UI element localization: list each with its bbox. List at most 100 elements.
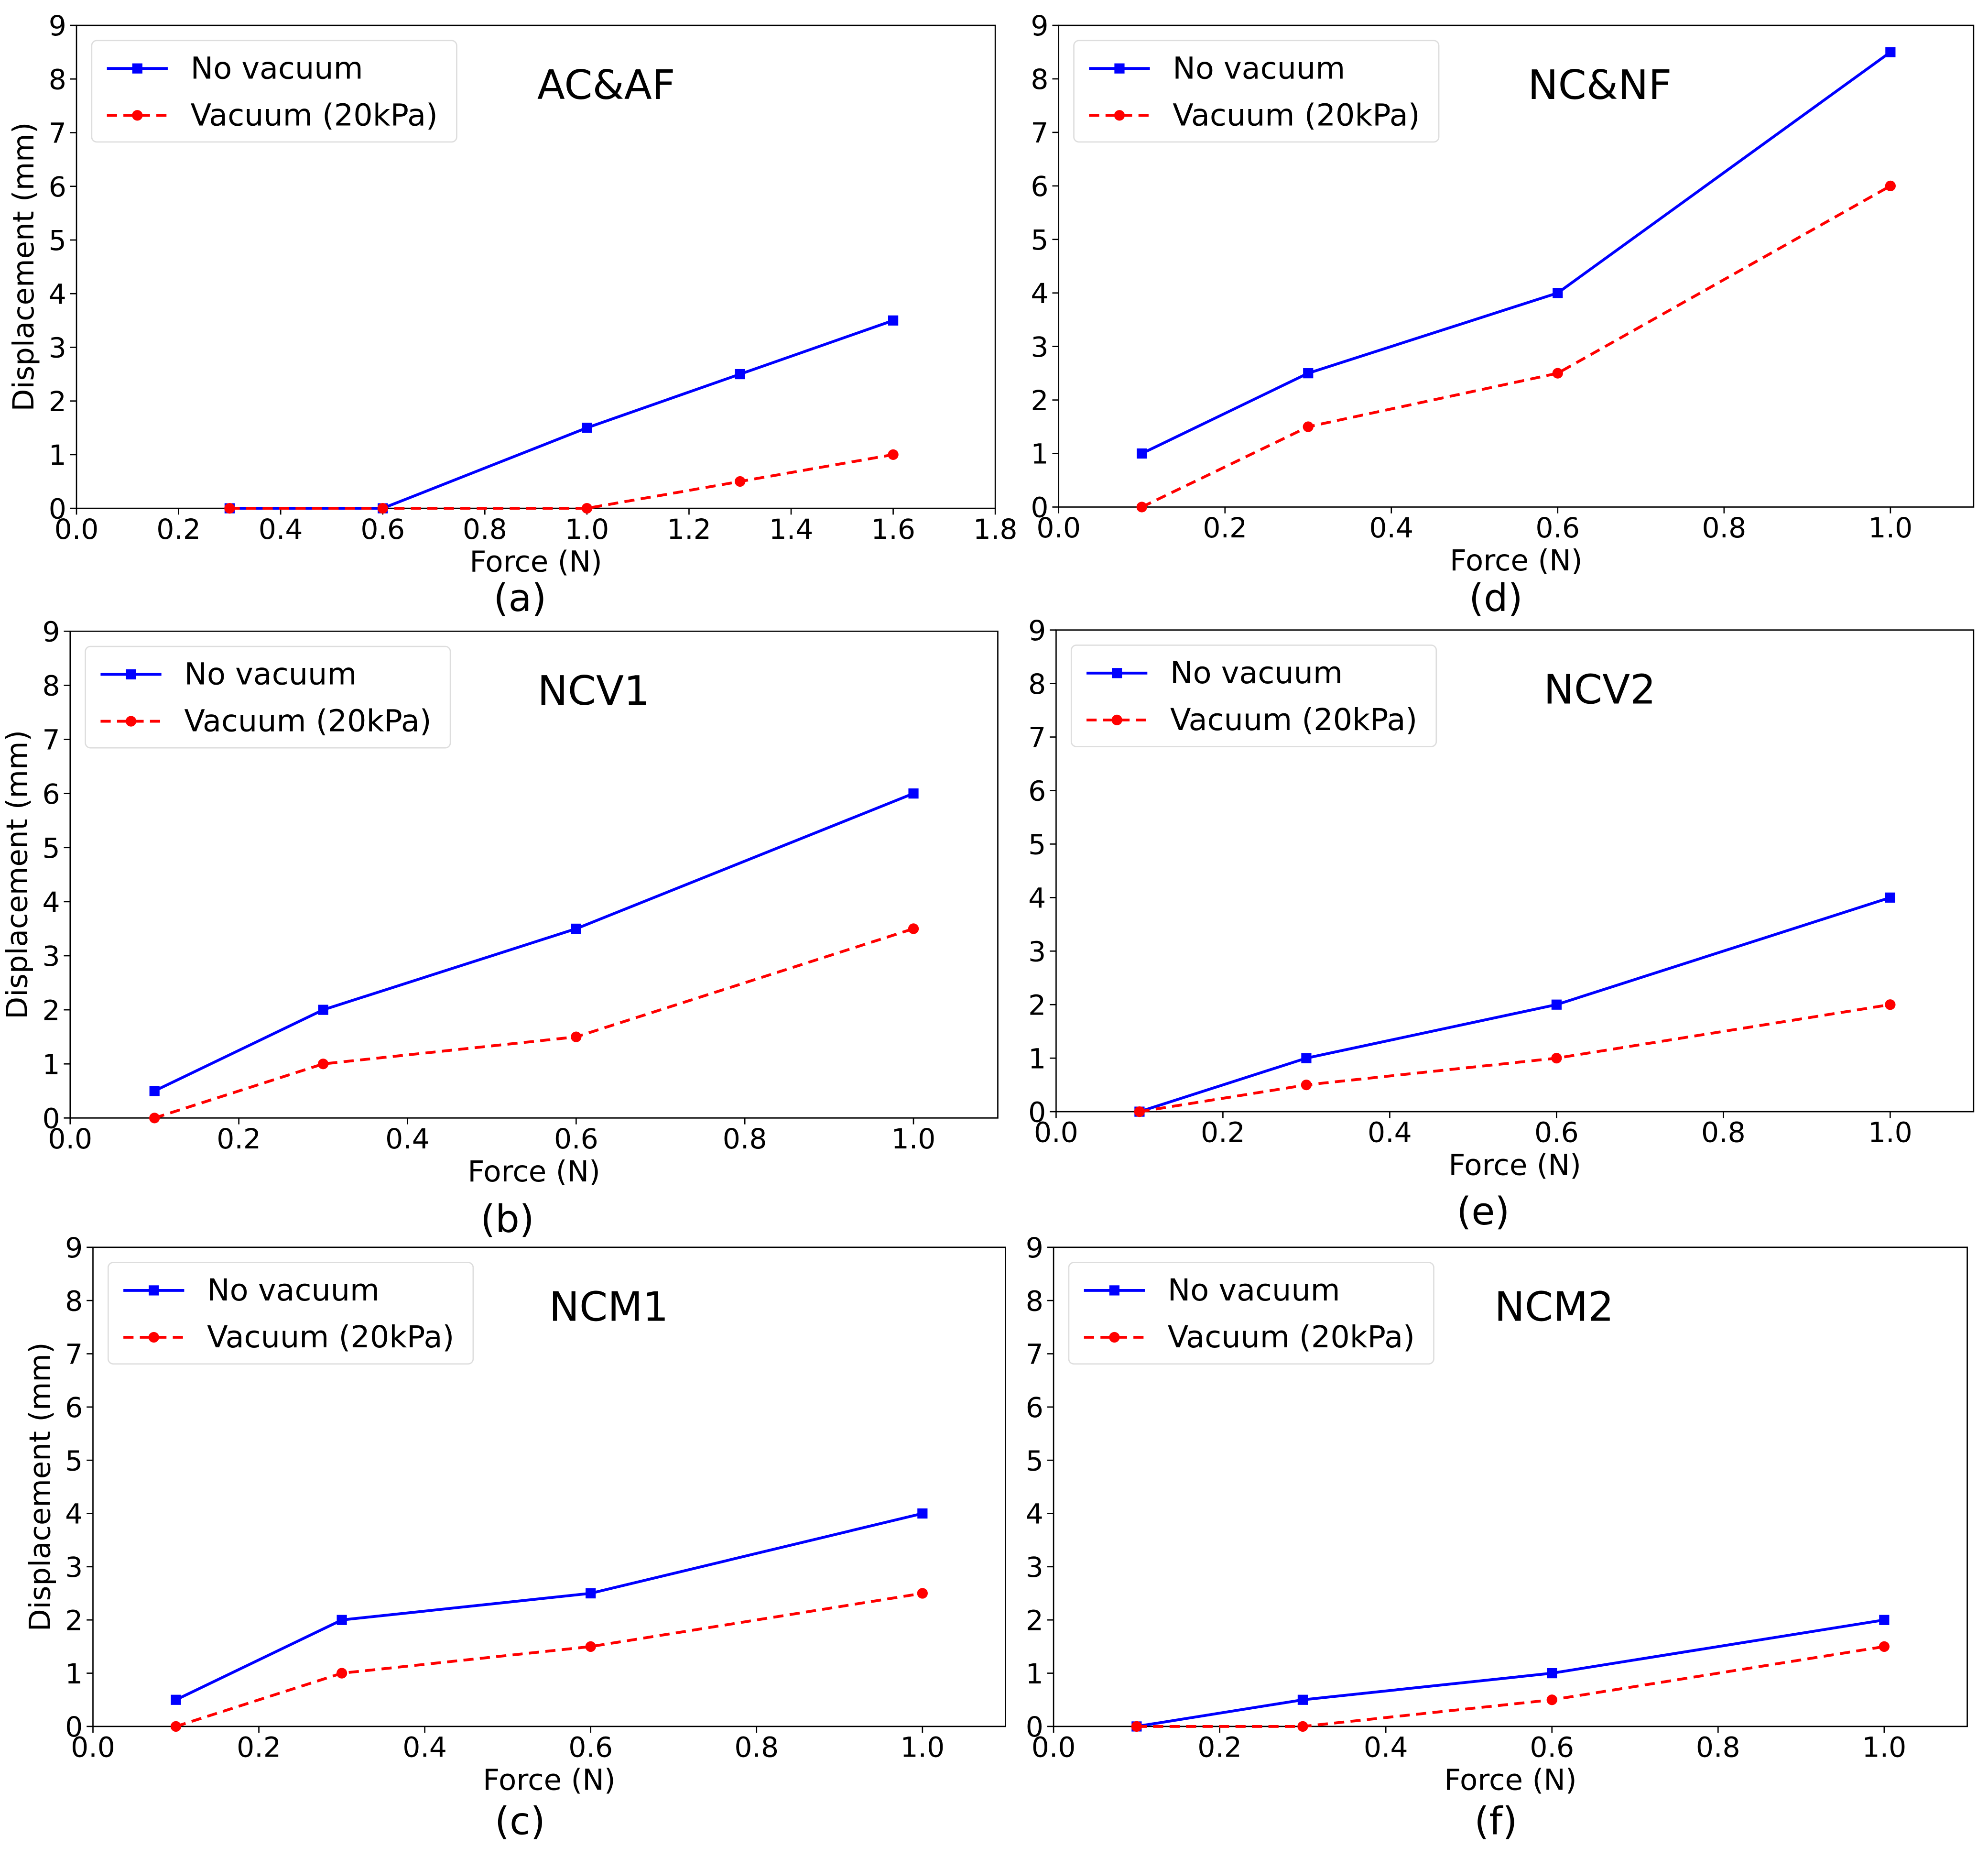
y-tick-label: 9 <box>65 1232 83 1264</box>
x-tick-label: 0.2 <box>1203 512 1247 544</box>
y-tick-label: 8 <box>1026 1285 1043 1317</box>
x-tick-label: 0.2 <box>237 1731 281 1764</box>
y-tick-label: 5 <box>49 224 66 257</box>
data-point <box>1885 47 1896 57</box>
y-tick-label: 1 <box>1031 438 1048 470</box>
series-line <box>229 453 894 510</box>
x-tick-label: 1.0 <box>1862 1731 1906 1764</box>
legend-box <box>91 40 457 143</box>
panel-label: (b) <box>480 1197 534 1241</box>
x-axis-label: Force (N) <box>469 545 602 579</box>
data-point <box>1879 1641 1890 1652</box>
data-point <box>1137 448 1147 459</box>
y-tick-label: 0 <box>65 1711 83 1743</box>
x-tick-label: 0.2 <box>217 1123 261 1155</box>
x-axis-label: Force (N) <box>1444 1763 1577 1797</box>
data-point <box>571 1031 582 1042</box>
x-axis-label: Force (N) <box>1450 544 1583 578</box>
x-tick-label: 1.2 <box>667 513 711 546</box>
data-point <box>336 1668 348 1679</box>
chart-panel: 0.0 0.2 0.4 0.6 0.8 1.0 0 1 2 3 4 5 6 7 8 9 Force (N) Dis… <box>0 616 999 1241</box>
series-line <box>153 792 914 1092</box>
legend-label: Vacuum (20kPa) <box>1168 1320 1415 1355</box>
data-point <box>917 1588 928 1599</box>
y-tick-label: 0 <box>49 492 66 525</box>
data-point <box>1551 999 1562 1010</box>
y-tick-label: 5 <box>1028 829 1046 861</box>
data-point <box>908 788 919 799</box>
y-tick-label: 7 <box>1028 721 1046 754</box>
legend-label: No vacuum <box>1170 655 1343 691</box>
panel-title: NC&NF <box>1528 62 1672 109</box>
x-tick-label: 0.2 <box>1197 1731 1242 1764</box>
data-point <box>1136 502 1147 513</box>
chart-panel: 0.0 0.2 0.4 0.6 0.8 1.0 0 1 2 3 4 5 6 7 8 9 Force (N) NCM… <box>1026 1232 1968 1843</box>
y-tick-label: 9 <box>42 616 60 648</box>
panel-title: NCV2 <box>1543 666 1656 713</box>
data-point <box>1297 1694 1308 1705</box>
data-point <box>1131 1721 1142 1732</box>
y-tick-label: 6 <box>42 778 60 810</box>
data-point <box>318 1005 328 1015</box>
y-tick-label: 2 <box>42 994 60 1027</box>
series-line <box>175 1592 923 1728</box>
x-tick-label: 0.6 <box>568 1731 613 1764</box>
x-tick-label: 0.8 <box>734 1731 779 1764</box>
y-tick-label: 5 <box>1026 1444 1043 1477</box>
x-tick-label: 0.4 <box>1364 1731 1408 1764</box>
y-tick-label: 8 <box>65 1285 83 1317</box>
y-tick-label: 7 <box>1031 117 1048 149</box>
y-tick-label: 3 <box>65 1551 83 1584</box>
data-point <box>1303 421 1314 432</box>
data-point <box>888 315 899 326</box>
y-tick-label: 7 <box>1026 1338 1043 1371</box>
x-tick-label: 0.6 <box>1534 1116 1579 1149</box>
y-tick-label: 6 <box>1026 1391 1043 1424</box>
data-point <box>170 1721 182 1732</box>
panel-label: (a) <box>494 576 547 620</box>
data-point <box>377 502 388 514</box>
y-tick-label: 3 <box>1028 935 1046 968</box>
data-point <box>224 502 235 514</box>
x-tick-label: 0.0 <box>1036 512 1081 544</box>
x-axis-label: Force (N) <box>467 1155 600 1189</box>
data-point <box>585 1641 596 1652</box>
x-tick-label: 0.4 <box>385 1123 430 1155</box>
y-tick-label: 1 <box>1026 1658 1043 1690</box>
panel-title: AC&AF <box>537 62 675 109</box>
y-axis-label: Displacement (mm) <box>23 1342 57 1631</box>
legend-marker <box>148 1332 159 1343</box>
data-point <box>917 1508 928 1519</box>
data-point <box>581 502 593 514</box>
x-axis-label: Force (N) <box>1448 1148 1581 1182</box>
data-point <box>1551 1053 1562 1064</box>
legend-marker <box>149 1285 159 1296</box>
data-point <box>1303 368 1314 379</box>
legend-label: Vacuum (20kPa) <box>1173 98 1420 133</box>
x-tick-label: 1.6 <box>871 513 915 546</box>
y-tick-label: 1 <box>65 1658 83 1690</box>
x-tick-label: 0.4 <box>259 513 303 546</box>
y-tick-label: 3 <box>1031 331 1048 363</box>
y-tick-label: 4 <box>42 886 60 918</box>
series-line <box>1141 51 1891 455</box>
y-tick-label: 5 <box>1031 224 1048 256</box>
legend-box <box>107 1262 474 1365</box>
panel-title: NCV1 <box>537 667 650 715</box>
y-tick-label: 6 <box>49 171 66 203</box>
y-tick-label: 0 <box>1031 492 1048 524</box>
legend-label: Vacuum (20kPa) <box>191 98 438 133</box>
y-tick-label: 1 <box>1028 1042 1046 1075</box>
legend-label: Vacuum (20kPa) <box>184 704 431 739</box>
x-tick-label: 0.2 <box>1201 1116 1245 1149</box>
panel-label: (f) <box>1474 1799 1517 1843</box>
x-tick-label: 0.8 <box>1702 512 1746 544</box>
x-tick-label: 1.8 <box>973 513 1018 546</box>
y-tick-label: 9 <box>1031 10 1048 42</box>
y-tick-label: 3 <box>49 332 66 364</box>
data-point <box>149 1086 160 1096</box>
series-line <box>1139 896 1891 1113</box>
chart-panel: 0.0 0.2 0.4 0.6 0.8 1.0 1.2 1.4 1.6 1.8 0 1 2 3 4 5 6 7 8 9… <box>7 10 1018 620</box>
data-point <box>908 923 919 934</box>
y-tick-label: 4 <box>65 1498 83 1530</box>
